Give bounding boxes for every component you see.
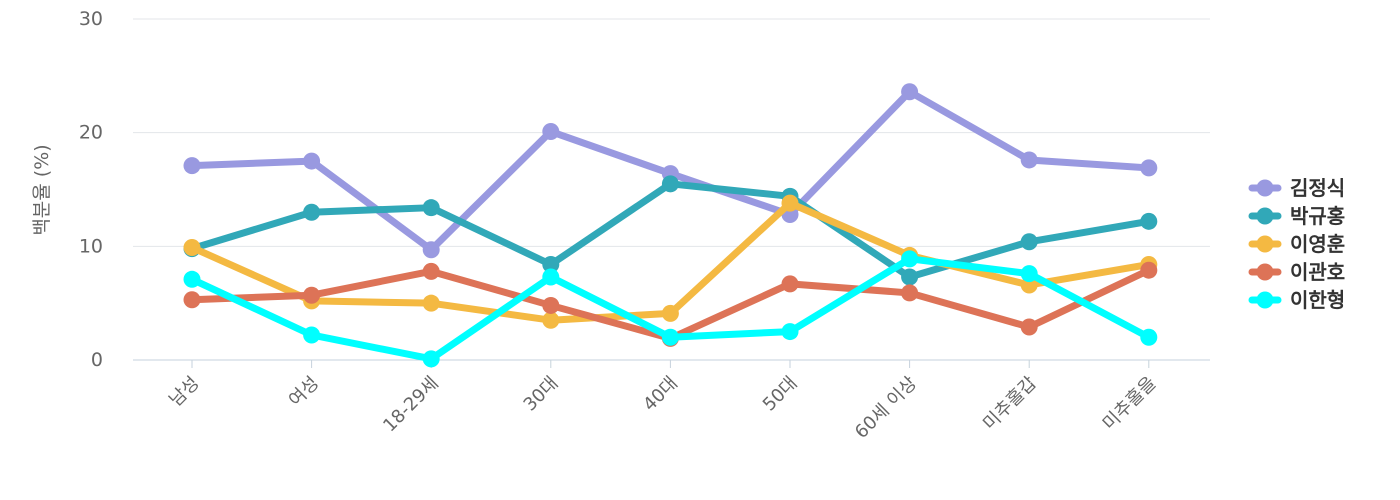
x-tick-label: 미추홀을 — [1099, 373, 1161, 435]
data-point[interactable] — [781, 194, 799, 212]
data-point[interactable] — [542, 256, 560, 274]
data-point[interactable] — [1020, 265, 1038, 283]
legend-swatch-marker — [1256, 207, 1274, 225]
series-4 — [183, 250, 1158, 368]
data-point[interactable] — [183, 157, 201, 175]
series-0 — [183, 83, 1158, 259]
data-point[interactable] — [781, 275, 799, 293]
x-tick-label: 여성 — [285, 373, 323, 411]
legend-item[interactable]: 김정식 — [1248, 176, 1345, 200]
data-point[interactable] — [542, 296, 560, 314]
legend-item[interactable]: 이한형 — [1248, 288, 1345, 312]
y-tick-label: 30 — [79, 8, 103, 30]
data-point[interactable] — [422, 350, 440, 368]
y-tick-label: 0 — [91, 349, 103, 371]
x-tick-label: 60세 이상 — [851, 373, 921, 443]
x-tick-label: 30대 — [520, 373, 563, 416]
data-point[interactable] — [422, 294, 440, 312]
data-point[interactable] — [542, 268, 560, 286]
data-point[interactable] — [661, 328, 679, 346]
data-point[interactable] — [303, 152, 321, 170]
data-point[interactable] — [1020, 318, 1038, 336]
x-tick-label: 40대 — [639, 373, 682, 416]
data-point[interactable] — [183, 238, 201, 256]
y-axis-ticks: 0 10 20 30 — [79, 8, 103, 371]
legend-label: 박규홍 — [1290, 204, 1345, 228]
legend-item[interactable]: 이관호 — [1248, 260, 1345, 284]
data-point[interactable] — [901, 250, 919, 268]
legend-label: 김정식 — [1290, 176, 1345, 200]
data-point[interactable] — [303, 203, 321, 221]
series-line — [188, 199, 1153, 324]
data-point[interactable] — [1140, 328, 1158, 346]
data-point[interactable] — [1020, 233, 1038, 251]
data-point[interactable] — [422, 262, 440, 280]
data-point[interactable] — [1140, 159, 1158, 177]
data-point[interactable] — [901, 284, 919, 302]
data-point[interactable] — [542, 311, 560, 329]
data-point[interactable] — [183, 270, 201, 288]
data-point[interactable] — [1020, 151, 1038, 169]
data-point[interactable] — [542, 123, 560, 141]
legend-item[interactable]: 박규홍 — [1248, 204, 1345, 228]
legend-label: 이한형 — [1290, 288, 1345, 312]
data-point[interactable] — [781, 323, 799, 341]
x-tick-label: 미추홀갑 — [979, 373, 1041, 435]
series-line — [188, 180, 1153, 281]
legend-label: 이영훈 — [1290, 232, 1345, 256]
data-point[interactable] — [661, 304, 679, 322]
legend-swatch-marker — [1256, 179, 1274, 197]
y-tick-label: 10 — [79, 235, 103, 257]
y-axis-title: 백분율 (%) — [31, 144, 53, 235]
legend-swatch-marker — [1256, 235, 1274, 253]
series-group — [183, 83, 1158, 368]
data-point[interactable] — [422, 199, 440, 217]
x-tick-label: 50대 — [759, 373, 802, 416]
data-point[interactable] — [901, 83, 919, 101]
data-point[interactable] — [303, 326, 321, 344]
x-axis-ticks: 남성 여성 18-29세 30대 40대 50대 60세 이상 미추홀갑 미추홀을 — [165, 360, 1160, 443]
data-point[interactable] — [901, 268, 919, 286]
series-1 — [183, 175, 1158, 286]
legend-swatch-marker — [1256, 263, 1274, 281]
legend-swatch-marker — [1256, 291, 1274, 309]
data-point[interactable] — [303, 286, 321, 304]
data-point[interactable] — [1140, 212, 1158, 230]
data-point[interactable] — [422, 241, 440, 259]
data-point[interactable] — [183, 291, 201, 309]
x-tick-label: 18-29세 — [379, 373, 443, 437]
legend-item[interactable]: 이영훈 — [1248, 232, 1345, 256]
y-tick-label: 20 — [79, 122, 103, 144]
x-tick-label: 남성 — [165, 373, 203, 411]
data-point[interactable] — [661, 175, 679, 193]
data-point[interactable] — [1140, 261, 1158, 279]
legend-label: 이관호 — [1290, 260, 1345, 284]
